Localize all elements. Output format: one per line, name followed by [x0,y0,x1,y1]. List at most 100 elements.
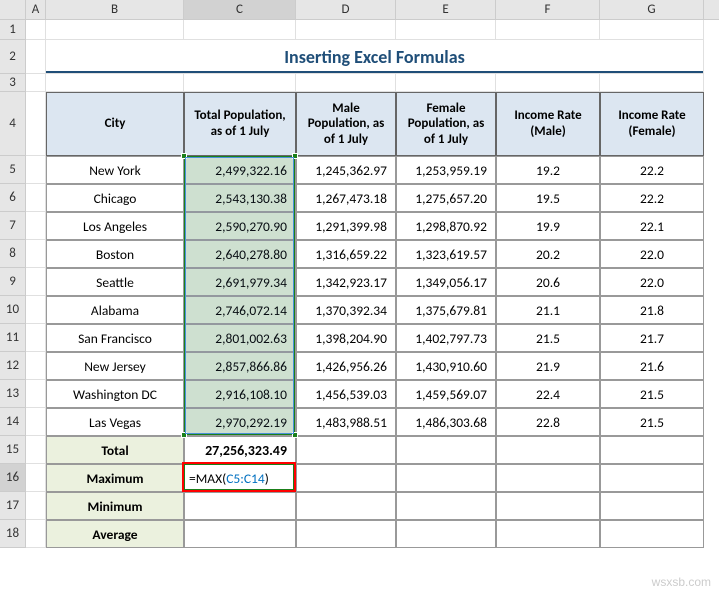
table-row-city[interactable]: Seattle [46,268,184,296]
table-row-total[interactable]: 2,590,270.90 [184,212,296,240]
table-row-male[interactable]: 1,245,362.97 [296,156,396,184]
table-header-total[interactable]: Total Population, as of 1 July [184,92,296,156]
row-header-1[interactable]: 1 [0,20,25,40]
table-row-inc-m[interactable]: 21.5 [496,324,600,352]
cell-blank[interactable] [46,74,184,92]
table-header-male[interactable]: Male Population, as of 1 July [296,92,396,156]
cell-blank[interactable] [26,20,46,40]
cell-blank[interactable] [496,74,600,92]
cell-blank[interactable] [600,520,704,548]
table-row-male[interactable]: 1,291,399.98 [296,212,396,240]
cell-blank[interactable] [184,492,296,520]
cell-blank[interactable] [26,268,46,296]
cell-blank[interactable] [396,20,496,40]
row-header-13[interactable]: 13 [0,380,25,408]
cell-blank[interactable] [26,464,46,492]
cell-blank[interactable] [26,436,46,464]
table-row-female[interactable]: 1,275,657.20 [396,184,496,212]
table-row-inc-f[interactable]: 21.5 [600,408,704,436]
cell-blank[interactable] [496,436,600,464]
table-row-inc-f[interactable]: 22.2 [600,156,704,184]
summary-total-label[interactable]: Total [46,436,184,464]
cell-blank[interactable] [600,20,704,40]
row-header-17[interactable]: 17 [0,492,25,520]
table-row-female[interactable]: 1,430,910.60 [396,352,496,380]
table-row-total[interactable]: 2,543,130.38 [184,184,296,212]
table-row-inc-m[interactable]: 22.8 [496,408,600,436]
select-all-corner[interactable] [0,0,26,19]
cell-blank[interactable] [600,464,704,492]
row-header-9[interactable]: 9 [0,268,25,296]
row-header-14[interactable]: 14 [0,408,25,436]
table-row-male[interactable]: 1,316,659.22 [296,240,396,268]
cell-blank[interactable] [26,520,46,548]
table-row-male[interactable]: 1,426,956.26 [296,352,396,380]
row-header-6[interactable]: 6 [0,184,25,212]
cell-blank[interactable] [296,492,396,520]
row-header-8[interactable]: 8 [0,240,25,268]
table-header-female[interactable]: Female Population, as of 1 July [396,92,496,156]
cell-blank[interactable] [296,520,396,548]
table-row-inc-f[interactable]: 21.7 [600,324,704,352]
table-row-inc-f[interactable]: 22.0 [600,268,704,296]
table-row-total[interactable]: 2,916,108.10 [184,380,296,408]
row-header-4[interactable]: 4 [0,92,25,156]
cell-blank[interactable] [26,324,46,352]
cell-blank[interactable] [296,436,396,464]
table-row-female[interactable]: 1,323,619.57 [396,240,496,268]
col-header-A[interactable]: A [26,0,46,19]
table-row-male[interactable]: 1,342,923.17 [296,268,396,296]
col-header-G[interactable]: G [600,0,704,19]
table-row-inc-m[interactable]: 19.5 [496,184,600,212]
table-header-inc_m[interactable]: Income Rate (Male) [496,92,600,156]
cell-blank[interactable] [26,296,46,324]
cell-blank[interactable] [496,492,600,520]
table-row-inc-m[interactable]: 19.2 [496,156,600,184]
table-row-inc-m[interactable]: 19.9 [496,212,600,240]
table-row-inc-m[interactable]: 20.6 [496,268,600,296]
summary-max-label[interactable]: Maximum [46,464,184,492]
cell-blank[interactable] [296,464,396,492]
row-header-15[interactable]: 15 [0,436,25,464]
col-header-B[interactable]: B [46,0,184,19]
table-row-city[interactable]: Boston [46,240,184,268]
cell-blank[interactable] [26,352,46,380]
cell-blank[interactable] [26,212,46,240]
table-row-city[interactable]: San Francisco [46,324,184,352]
table-row-inc-m[interactable]: 21.1 [496,296,600,324]
cell-blank[interactable] [296,74,396,92]
cell-blank[interactable] [26,92,46,156]
cell-blank[interactable] [600,436,704,464]
table-row-total[interactable]: 2,691,979.34 [184,268,296,296]
table-row-total[interactable]: 2,857,866.86 [184,352,296,380]
formula-text[interactable]: =MAX(C5:C14) [189,470,269,487]
table-row-city[interactable]: Chicago [46,184,184,212]
table-row-male[interactable]: 1,370,392.34 [296,296,396,324]
table-row-female[interactable]: 1,375,679.81 [396,296,496,324]
table-row-inc-f[interactable]: 21.6 [600,352,704,380]
cell-blank[interactable] [600,74,704,92]
col-header-F[interactable]: F [496,0,600,19]
cell-blank[interactable] [396,464,496,492]
col-header-D[interactable]: D [296,0,396,19]
col-header-C[interactable]: C [184,0,296,19]
cell-blank[interactable] [184,20,296,40]
table-row-female[interactable]: 1,486,303.68 [396,408,496,436]
table-row-inc-f[interactable]: 22.1 [600,212,704,240]
cell-blank[interactable] [26,492,46,520]
summary-min-label[interactable]: Minimum [46,492,184,520]
table-row-total[interactable]: 2,746,072.14 [184,296,296,324]
table-row-inc-f[interactable]: 22.0 [600,240,704,268]
row-header-16[interactable]: 16 [0,464,25,492]
table-row-city[interactable]: Los Angeles [46,212,184,240]
table-row-male[interactable]: 1,483,988.51 [296,408,396,436]
table-row-female[interactable]: 1,459,569.07 [396,380,496,408]
cell-blank[interactable] [184,74,296,92]
table-row-male[interactable]: 1,398,204.90 [296,324,396,352]
cell-blank[interactable] [184,520,296,548]
cell-blank[interactable] [26,380,46,408]
cell-blank[interactable] [396,74,496,92]
row-header-5[interactable]: 5 [0,156,25,184]
summary-total-value[interactable]: 27,256,323.49 [184,436,296,464]
cell-blank[interactable] [26,184,46,212]
